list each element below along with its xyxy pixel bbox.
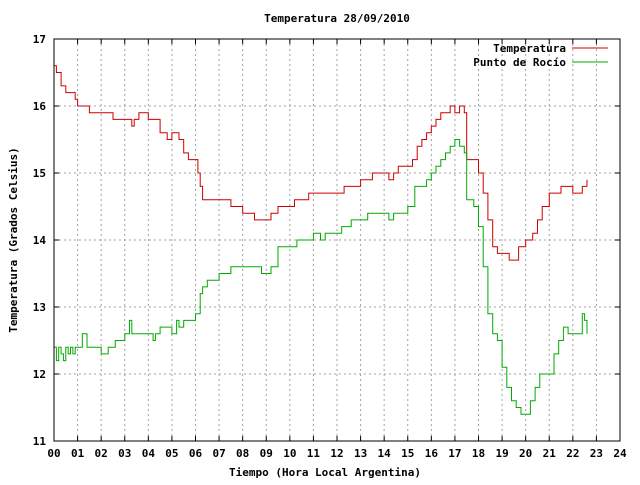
y-tick-label: 11 (33, 435, 47, 448)
x-tick-label: 01 (71, 447, 85, 460)
x-tick-label: 19 (495, 447, 508, 460)
x-axis-label: Tiempo (Hora Local Argentina) (229, 466, 421, 479)
series-lines (54, 65, 588, 415)
y-tick-label: 14 (33, 234, 47, 247)
chart-title: Temperatura 28/09/2010 (264, 12, 410, 25)
legend-label: Temperatura (493, 42, 566, 55)
x-tick-label: 05 (165, 447, 178, 460)
x-tick-label: 24 (613, 447, 627, 460)
x-tick-label: 21 (543, 447, 557, 460)
x-tick-label: 16 (425, 447, 439, 460)
x-tick-label: 22 (566, 447, 579, 460)
x-tick-label: 03 (118, 447, 131, 460)
x-tick-label: 15 (401, 447, 414, 460)
plot-frame (53, 38, 621, 442)
axis-ticks: 00 01 02 03 04 05 06 07 08 09 10 11 12 13 14 15 16 17 18 19… (33, 33, 627, 460)
x-tick-label: 14 (378, 447, 392, 460)
x-tick-label: 04 (142, 447, 156, 460)
x-tick-label: 10 (283, 447, 296, 460)
y-tick-label: 15 (33, 167, 46, 180)
x-tick-label: 12 (330, 447, 343, 460)
y-tick-label: 17 (33, 33, 46, 46)
x-tick-label: 00 (47, 447, 60, 460)
x-tick-label: 02 (95, 447, 108, 460)
legend-label: Punto de Rocío (473, 56, 566, 69)
y-tick-label: 12 (33, 368, 46, 381)
x-tick-label: 13 (354, 447, 367, 460)
y-axis-label: Temperatura (Grados Celsius) (7, 147, 20, 332)
x-tick-label: 06 (189, 447, 203, 460)
y-tick-label: 16 (33, 100, 47, 113)
x-tick-label: 17 (448, 447, 461, 460)
y-tick-label: 13 (33, 301, 46, 314)
x-tick-label: 20 (519, 447, 532, 460)
x-tick-label: 09 (260, 447, 273, 460)
series-line-punto-de-rocio (54, 139, 588, 415)
x-tick-label: 07 (212, 447, 225, 460)
x-tick-label: 08 (236, 447, 249, 460)
x-tick-label: 23 (590, 447, 603, 460)
series-line-temperatura (54, 65, 588, 261)
x-tick-label: 11 (307, 447, 321, 460)
x-tick-label: 18 (472, 447, 485, 460)
